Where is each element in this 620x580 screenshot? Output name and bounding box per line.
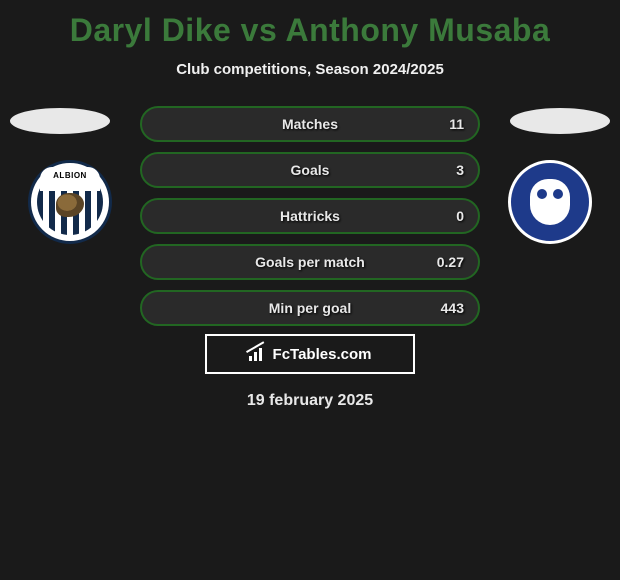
brand-link[interactable]: FcTables.com: [205, 334, 415, 374]
page-title: Daryl Dike vs Anthony Musaba: [0, 0, 620, 49]
stat-row-matches: Matches 11: [140, 106, 480, 142]
stat-value: 0.27: [437, 254, 464, 270]
stat-value: 443: [441, 300, 464, 316]
chart-icon: [249, 347, 267, 361]
date-label: 19 february 2025: [0, 392, 620, 410]
stats-list: Matches 11 Goals 3 Hattricks 0 Goals per…: [140, 106, 480, 336]
stat-row-min-per-goal: Min per goal 443: [140, 290, 480, 326]
stat-value: 0: [456, 208, 464, 224]
brand-label: FcTables.com: [273, 346, 372, 363]
team-badge-right: [508, 160, 592, 244]
player-photo-placeholder-right: [510, 108, 610, 134]
comparison-panel: Matches 11 Goals 3 Hattricks 0 Goals per…: [0, 96, 620, 326]
subtitle: Club competitions, Season 2024/2025: [0, 61, 620, 78]
stat-row-hattricks: Hattricks 0: [140, 198, 480, 234]
stat-label: Hattricks: [280, 208, 340, 224]
stat-row-goals-per-match: Goals per match 0.27: [140, 244, 480, 280]
stat-value: 11: [449, 116, 464, 132]
player-photo-placeholder-left: [10, 108, 110, 134]
team-badge-left: [28, 160, 112, 244]
stat-row-goals: Goals 3: [140, 152, 480, 188]
stat-label: Min per goal: [269, 300, 351, 316]
stat-label: Goals per match: [255, 254, 365, 270]
stat-value: 3: [456, 162, 464, 178]
stat-label: Matches: [282, 116, 338, 132]
stat-label: Goals: [291, 162, 330, 178]
